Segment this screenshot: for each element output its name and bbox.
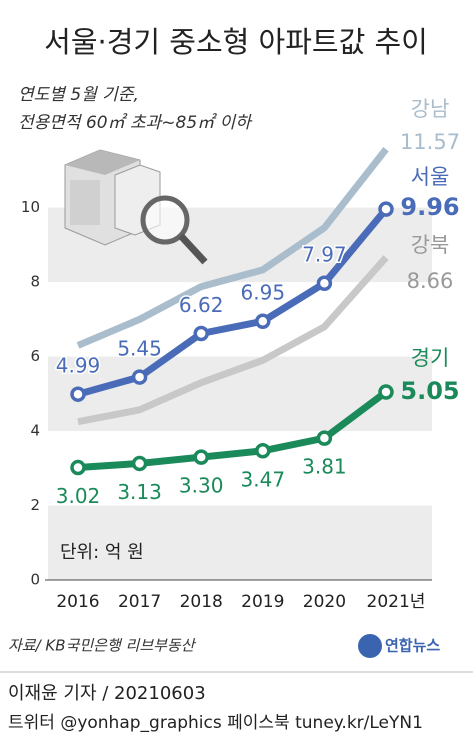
- subtitle: 연도별 5월 기준,: [18, 85, 139, 105]
- value-label: 5.45: [117, 337, 162, 361]
- value-label: 7.97: [302, 243, 347, 267]
- legend-label: 서울: [411, 165, 450, 189]
- series-line: [77, 389, 389, 472]
- x-tick-label: 2019: [241, 592, 284, 612]
- subtitle: 전용면적 60㎡ 초과~85㎡ 이하: [18, 113, 253, 133]
- value-label: 3.02: [56, 484, 101, 508]
- legend-label: 강남: [411, 97, 450, 121]
- social: 트위터 @yonhap_graphics 페이스북 tuney.kr/LeYN1: [8, 713, 423, 733]
- x-tick-label: 2018: [180, 592, 223, 612]
- point: [378, 384, 394, 400]
- y-tick-label: 0: [30, 571, 40, 589]
- point: [193, 449, 209, 465]
- value-label: 3.81: [302, 455, 347, 479]
- y-tick-label: 2: [30, 496, 40, 514]
- chart-title: 서울·경기 중소형 아파트값 추이: [44, 25, 428, 59]
- x-tick-label: 2016: [56, 592, 99, 612]
- point: [70, 386, 86, 402]
- value-label: 11.57: [400, 130, 460, 154]
- logo-text: 연합뉴스: [385, 637, 440, 655]
- legend-label: 강북: [411, 233, 450, 257]
- value-label: 9.96: [400, 193, 459, 221]
- point: [193, 325, 209, 342]
- point: [70, 459, 86, 476]
- value-label: 3.47: [241, 467, 286, 491]
- y-tick-label: 8: [30, 273, 40, 291]
- grid-band: [48, 505, 432, 580]
- series-line: [76, 147, 389, 349]
- legend-label: 경기: [411, 346, 450, 370]
- value-label: 3.13: [117, 480, 162, 504]
- point: [316, 275, 333, 291]
- series-line: [77, 255, 389, 426]
- y-tick-label: 10: [21, 198, 40, 216]
- point: [131, 369, 148, 385]
- x-tick-label: 2021년: [367, 592, 426, 612]
- value-label: 6.62: [179, 293, 224, 317]
- byline: 이재윤 기자 / 20210603: [8, 683, 206, 704]
- value-label: 8.66: [407, 269, 454, 293]
- point: [378, 201, 394, 217]
- series-line: [77, 206, 389, 398]
- point: [255, 313, 271, 329]
- x-tick-label: 2020: [303, 592, 346, 612]
- y-tick-label: 6: [30, 347, 40, 365]
- value-label: 5.05: [400, 377, 459, 405]
- value-label: 6.95: [241, 281, 286, 305]
- logo: 연합뉴스: [358, 634, 440, 658]
- unit-label: 단위: 억 원: [60, 542, 144, 563]
- source: 자료/ KB국민은행 리브부동산: [8, 637, 197, 655]
- point: [316, 430, 333, 446]
- y-tick-label: 4: [30, 422, 40, 440]
- point: [131, 455, 148, 472]
- point: [255, 443, 271, 459]
- value-label: 3.30: [179, 474, 224, 498]
- building-icon: [64, 149, 208, 265]
- x-tick-label: 2017: [118, 592, 161, 612]
- value-label: 4.99: [56, 354, 101, 378]
